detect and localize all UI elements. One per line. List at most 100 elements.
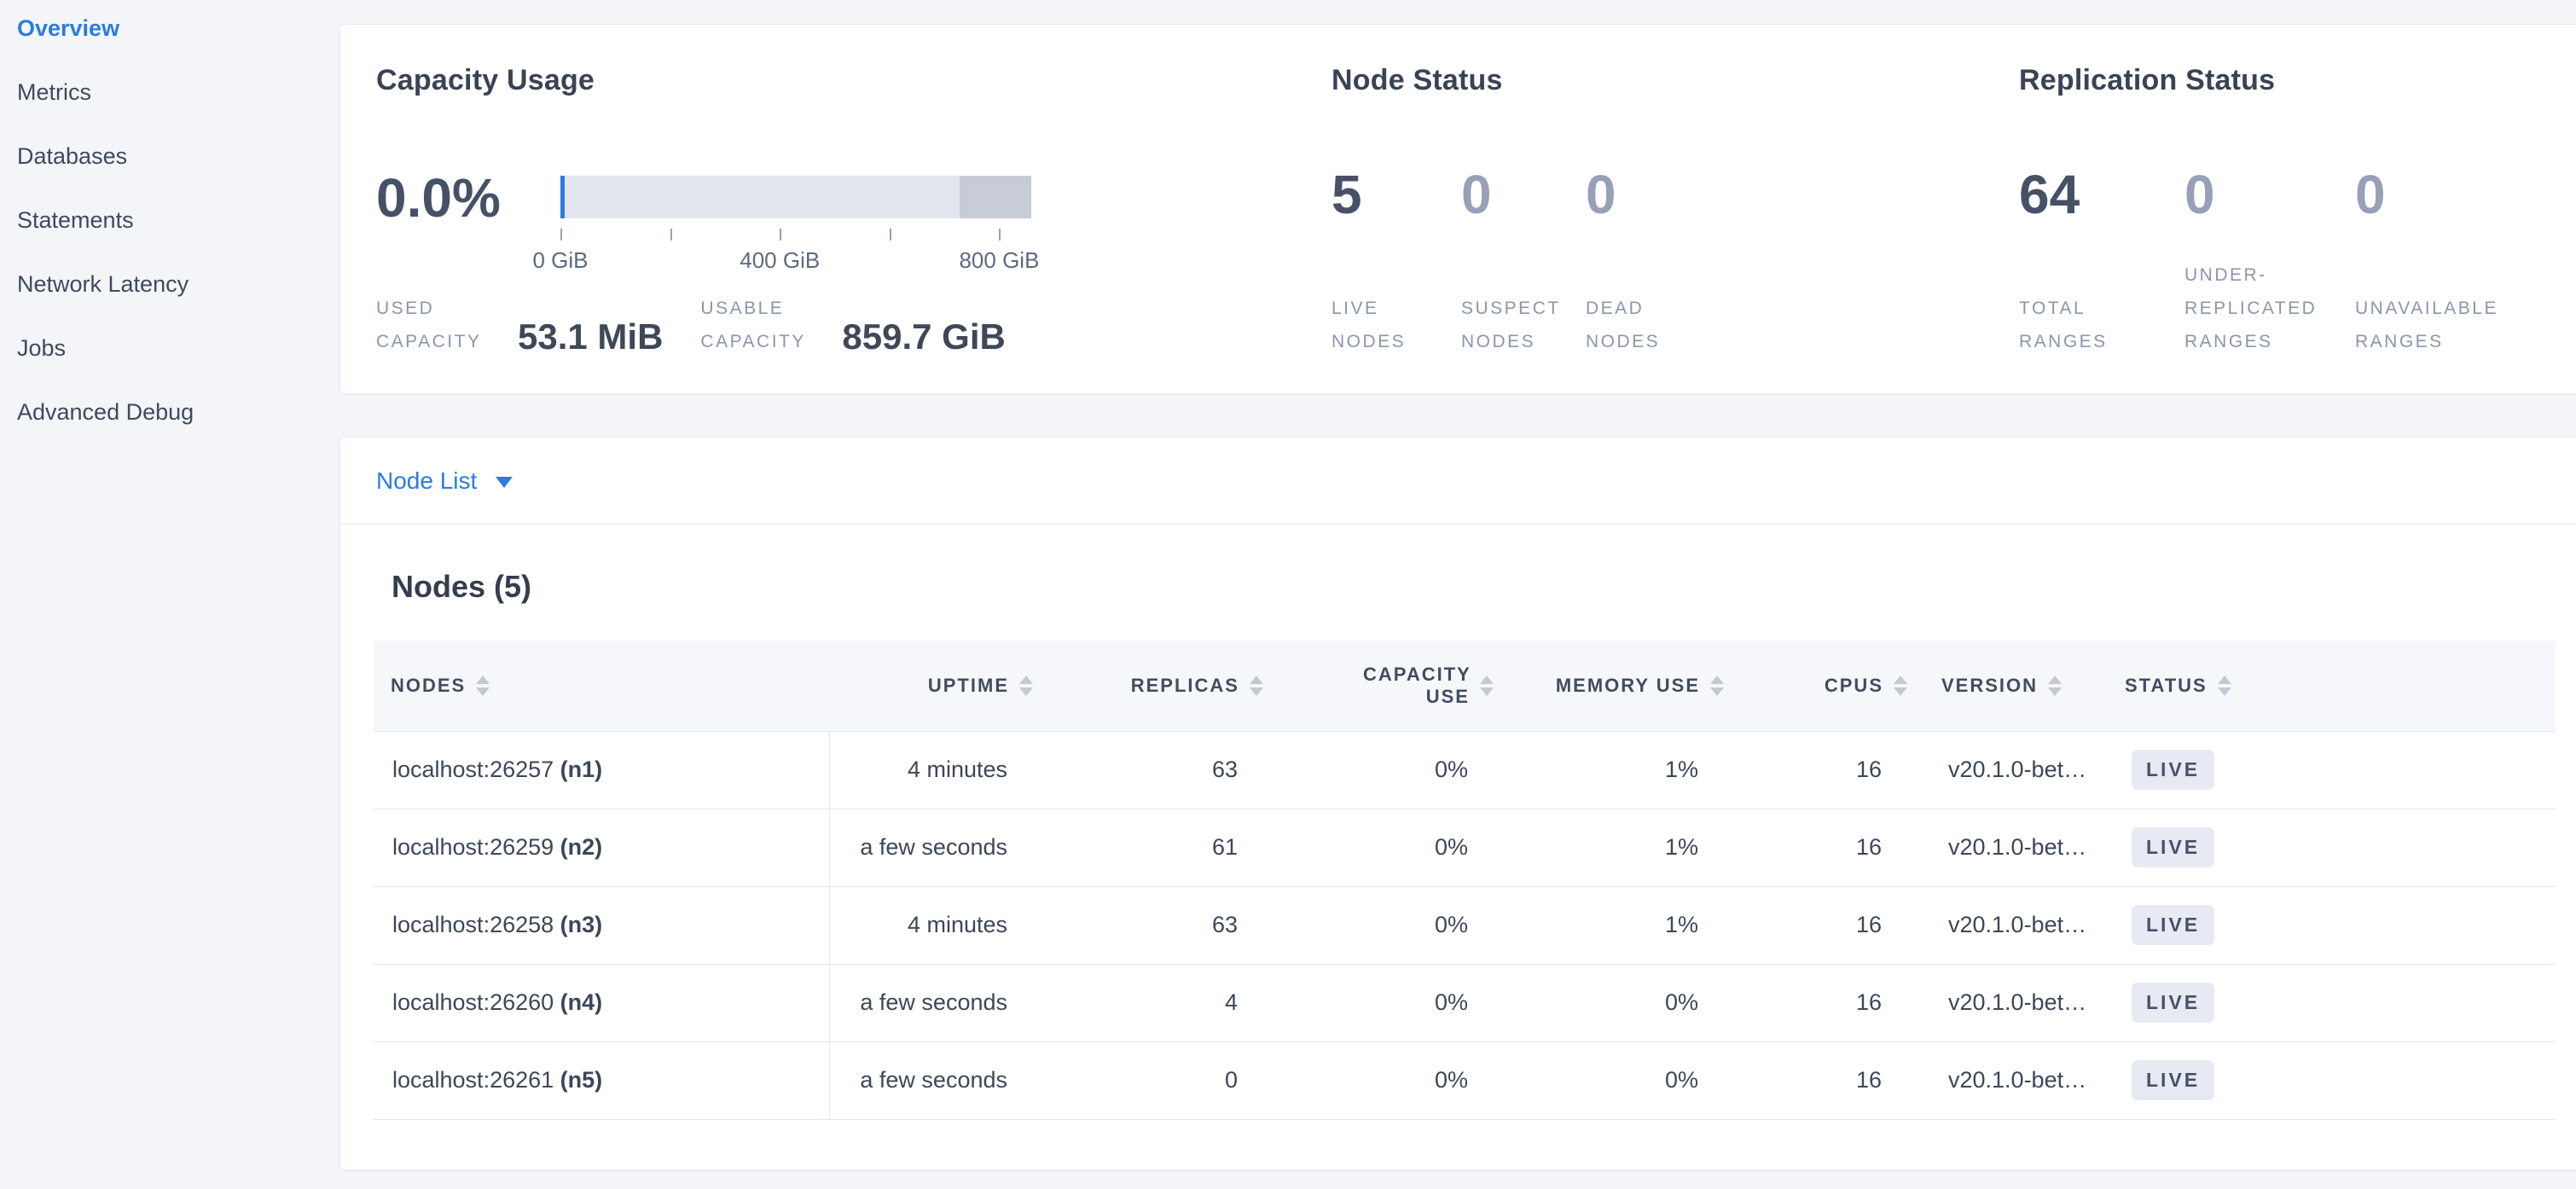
memory-use-cell: 1% xyxy=(1511,809,1741,887)
sidebar-item-advanced-debug[interactable]: Advanced Debug xyxy=(17,399,339,463)
node-address-cell[interactable]: localhost:26261 (n5) xyxy=(374,1041,830,1120)
usable-capacity-label: USABLE CAPACITY xyxy=(700,299,806,352)
column-label: CPUS xyxy=(1824,674,1883,696)
node-id: (n5) xyxy=(560,1067,603,1093)
version-cell: v20.1.0-bet… xyxy=(1924,964,2108,1042)
capacity-gauge-bar xyxy=(560,176,1031,218)
column-header-capacity-use[interactable]: CAPACITY USE xyxy=(1280,641,1511,732)
suspect-nodes-value: 0 xyxy=(1461,164,1492,225)
sidebar-item-label: Overview xyxy=(17,15,120,41)
version-cell: v20.1.0-bet… xyxy=(1924,809,2108,887)
nodes-section-title: Nodes (5) xyxy=(392,569,532,604)
capacity-gauge: 0 GiB 400 GiB 800 GiB xyxy=(532,176,1039,273)
column-header-status[interactable]: STATUS xyxy=(2108,641,2556,732)
node-id: (n4) xyxy=(560,989,603,1015)
uptime-cell: 4 minutes xyxy=(829,886,1050,965)
column-header-memory-use[interactable]: MEMORY USE xyxy=(1511,641,1741,732)
node-address-cell[interactable]: localhost:26260 (n4) xyxy=(374,964,830,1042)
gauge-tick-label: 800 GiB xyxy=(959,247,1040,273)
capacity-gauge-tick-labels: 0 GiB 400 GiB 800 GiB xyxy=(532,247,1039,273)
uptime-cell: a few seconds xyxy=(829,809,1050,887)
node-address: localhost:26259 xyxy=(392,834,554,860)
sidebar: Overview Metrics Databases Statements Ne… xyxy=(0,0,339,1189)
sidebar-item-network-latency[interactable]: Network Latency xyxy=(17,271,339,335)
capacity-gauge-used-marker xyxy=(560,176,565,218)
node-address: localhost:26260 xyxy=(392,989,554,1015)
capacity-gauge-row: 0.0% 0 GiB 400 GiB 800 GiB xyxy=(376,171,1332,273)
nodes-section: Nodes (5) NODES UPTIME xyxy=(340,525,2576,1120)
replicas-cell: 63 xyxy=(1050,886,1280,965)
status-badge: LIVE xyxy=(2132,827,2215,867)
sort-icon xyxy=(2048,675,2063,696)
column-header-uptime[interactable]: UPTIME xyxy=(829,641,1050,732)
status-badge: LIVE xyxy=(2132,905,2215,945)
capacity-used-percent: 0.0% xyxy=(376,167,501,229)
column-label: VERSION xyxy=(1941,674,2039,696)
used-capacity-label: USED CAPACITY xyxy=(376,299,482,352)
memory-use-cell: 1% xyxy=(1511,886,1741,965)
uptime-cell: 4 minutes xyxy=(829,731,1050,809)
sidebar-item-label: Jobs xyxy=(17,335,67,361)
replication-stats: 64 TOTAL RANGES 0 UNDER-REPLICATED RANGE… xyxy=(2019,167,2551,359)
capacity-usage-panel: Capacity Usage 0.0% 0 GiB 400 GiB 800 Gi… xyxy=(376,64,1332,359)
cpus-cell: 16 xyxy=(1741,964,1924,1042)
column-header-nodes[interactable]: NODES xyxy=(374,641,829,732)
sort-icon xyxy=(1710,675,1724,696)
status-cell: LIVE xyxy=(2108,964,2556,1042)
column-label: CAPACITY USE xyxy=(1363,663,1471,707)
table-row-node-4[interactable]: localhost:26260 (n4) a few seconds 4 0% … xyxy=(374,964,2556,1042)
cluster-summary-card: Capacity Usage 0.0% 0 GiB 400 GiB 800 Gi… xyxy=(339,24,2576,394)
sidebar-item-databases[interactable]: Databases xyxy=(17,143,339,207)
capacity-usage-title: Capacity Usage xyxy=(376,64,595,96)
usable-capacity-stat: USABLE CAPACITY 859.7 GiB xyxy=(700,293,1005,359)
column-header-replicas[interactable]: REPLICAS xyxy=(1050,641,1280,732)
sidebar-item-metrics[interactable]: Metrics xyxy=(17,79,339,143)
nodes-table: NODES UPTIME REPLICAS CAPACITY USE xyxy=(374,641,2556,1120)
total-ranges-label: TOTAL RANGES xyxy=(2019,299,2108,352)
column-label: REPLICAS xyxy=(1130,674,1239,696)
node-list-dropdown-label: Node List xyxy=(376,467,478,494)
table-row-node-5[interactable]: localhost:26261 (n5) a few seconds 0 0% … xyxy=(374,1041,2556,1120)
replicas-cell: 63 xyxy=(1050,731,1280,809)
memory-use-cell: 1% xyxy=(1511,731,1741,809)
version-cell: v20.1.0-bet… xyxy=(1924,1041,2108,1120)
dead-nodes-label: DEAD NODES xyxy=(1586,299,1661,352)
table-row-node-3[interactable]: localhost:26258 (n3) 4 minutes 63 0% 1% … xyxy=(374,886,2556,965)
table-row-node-1[interactable]: localhost:26257 (n1) 4 minutes 63 0% 1% … xyxy=(374,731,2556,809)
table-row-node-2[interactable]: localhost:26259 (n2) a few seconds 61 0%… xyxy=(374,809,2556,887)
sidebar-item-label: Advanced Debug xyxy=(17,399,194,425)
live-nodes-label: LIVE NODES xyxy=(1332,299,1407,352)
node-list-card: Node List Nodes (5) NODES xyxy=(339,437,2576,1170)
under-replicated-ranges-value: 0 xyxy=(2184,164,2215,225)
sidebar-item-overview[interactable]: Overview xyxy=(17,15,339,79)
sidebar-item-label: Databases xyxy=(17,143,128,169)
replicas-cell: 0 xyxy=(1050,1041,1280,1120)
column-label: NODES xyxy=(391,674,467,696)
sort-icon xyxy=(476,675,490,696)
nodes-table-body: localhost:26257 (n1) 4 minutes 63 0% 1% … xyxy=(374,731,2556,1120)
capacity-use-cell: 0% xyxy=(1280,731,1511,809)
node-list-dropdown[interactable]: Node List xyxy=(340,438,2576,525)
sidebar-item-statements[interactable]: Statements xyxy=(17,207,339,271)
status-badge: LIVE xyxy=(2132,983,2215,1023)
node-address-cell[interactable]: localhost:26259 (n2) xyxy=(374,809,830,887)
used-capacity-stat: USED CAPACITY 53.1 MiB xyxy=(376,293,663,359)
column-header-version[interactable]: VERSION xyxy=(1924,641,2108,732)
sidebar-item-label: Metrics xyxy=(17,79,91,105)
node-status-stats: 5 LIVE NODES 0 SUSPECT NODES 0 DEAD NODE… xyxy=(1332,167,2019,359)
cpus-cell: 16 xyxy=(1741,1041,1924,1120)
node-address-cell[interactable]: localhost:26258 (n3) xyxy=(374,886,830,965)
memory-use-cell: 0% xyxy=(1511,1041,1741,1120)
column-label: UPTIME xyxy=(927,674,1009,696)
status-cell: LIVE xyxy=(2108,886,2556,965)
status-cell: LIVE xyxy=(2108,1041,2556,1120)
sidebar-item-label: Network Latency xyxy=(17,271,189,297)
node-address-cell[interactable]: localhost:26257 (n1) xyxy=(374,731,830,809)
capacity-stats: USED CAPACITY 53.1 MiB USABLE CAPACITY 8… xyxy=(376,293,1332,359)
sidebar-item-jobs[interactable]: Jobs xyxy=(17,335,339,399)
under-replicated-ranges-label: UNDER-REPLICATED RANGES xyxy=(2184,265,2318,352)
capacity-gauge-ticks xyxy=(560,229,1031,241)
node-id: (n3) xyxy=(560,912,603,937)
column-header-cpus[interactable]: CPUS xyxy=(1741,641,1924,732)
